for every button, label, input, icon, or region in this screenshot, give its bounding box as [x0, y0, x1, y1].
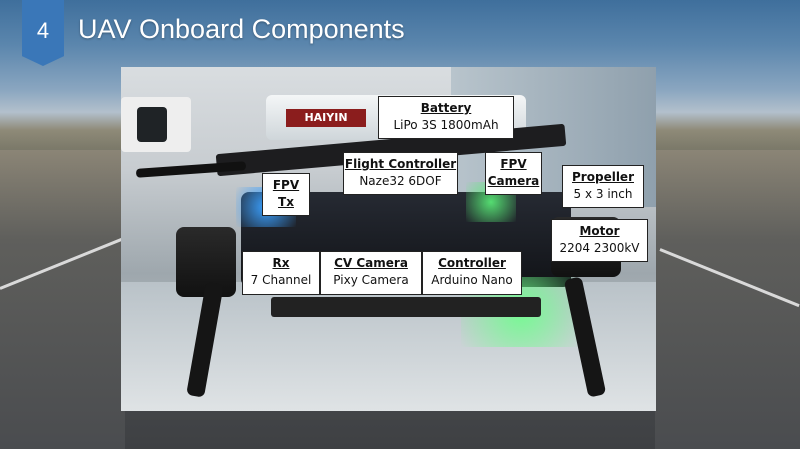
- label-cv-camera-detail: Pixy Camera: [333, 273, 409, 287]
- label-cv-camera: CV Camera Pixy Camera: [320, 251, 422, 295]
- label-propeller: Propeller 5 x 3 inch: [562, 165, 644, 208]
- label-flight-controller-detail: Naze32 6DOF: [359, 174, 442, 188]
- slide-number: 4: [36, 18, 50, 43]
- label-controller: Controller Arduino Nano: [422, 251, 522, 295]
- slide-number-badge: 4: [22, 0, 64, 66]
- label-fpv-camera-detail: Camera: [487, 174, 540, 188]
- label-flight-controller-name: Flight Controller: [344, 157, 457, 171]
- label-motor-detail: 2204 2300kV: [559, 241, 640, 255]
- photo-bottom-plate: [271, 297, 541, 317]
- label-propeller-name: Propeller: [572, 170, 634, 184]
- label-fpv-camera-name: FPV: [500, 157, 527, 171]
- photo-antenna: [135, 161, 247, 178]
- label-propeller-detail: 5 x 3 inch: [573, 187, 633, 201]
- label-fpv-camera: FPV Camera: [485, 152, 542, 195]
- label-controller-detail: Arduino Nano: [431, 273, 513, 287]
- label-battery-name: Battery: [420, 101, 472, 115]
- label-fpv-tx-detail: Tx: [278, 195, 294, 209]
- background-road-left: [0, 150, 125, 449]
- background-road-right: [655, 150, 800, 449]
- slide-title: UAV Onboard Components: [78, 14, 405, 44]
- photo-battery-brand: HAIYIN: [286, 109, 366, 127]
- label-battery: Battery LiPo 3S 1800mAh: [378, 96, 514, 139]
- label-cv-camera-name: CV Camera: [334, 256, 408, 270]
- battery-brand-text: HAIYIN: [304, 111, 348, 124]
- label-motor: Motor 2204 2300kV: [551, 219, 648, 262]
- photo-background-device: [137, 107, 167, 142]
- label-motor-name: Motor: [579, 224, 620, 238]
- label-flight-controller: Flight Controller Naze32 6DOF: [343, 152, 458, 195]
- label-rx-name: Rx: [272, 256, 290, 270]
- label-fpv-tx: FPV Tx: [262, 173, 310, 216]
- label-battery-detail: LiPo 3S 1800mAh: [393, 118, 499, 132]
- label-rx: Rx 7 Channel: [242, 251, 320, 295]
- label-fpv-tx-name: FPV: [272, 178, 300, 192]
- label-controller-name: Controller: [438, 256, 506, 270]
- label-rx-detail: 7 Channel: [250, 273, 312, 287]
